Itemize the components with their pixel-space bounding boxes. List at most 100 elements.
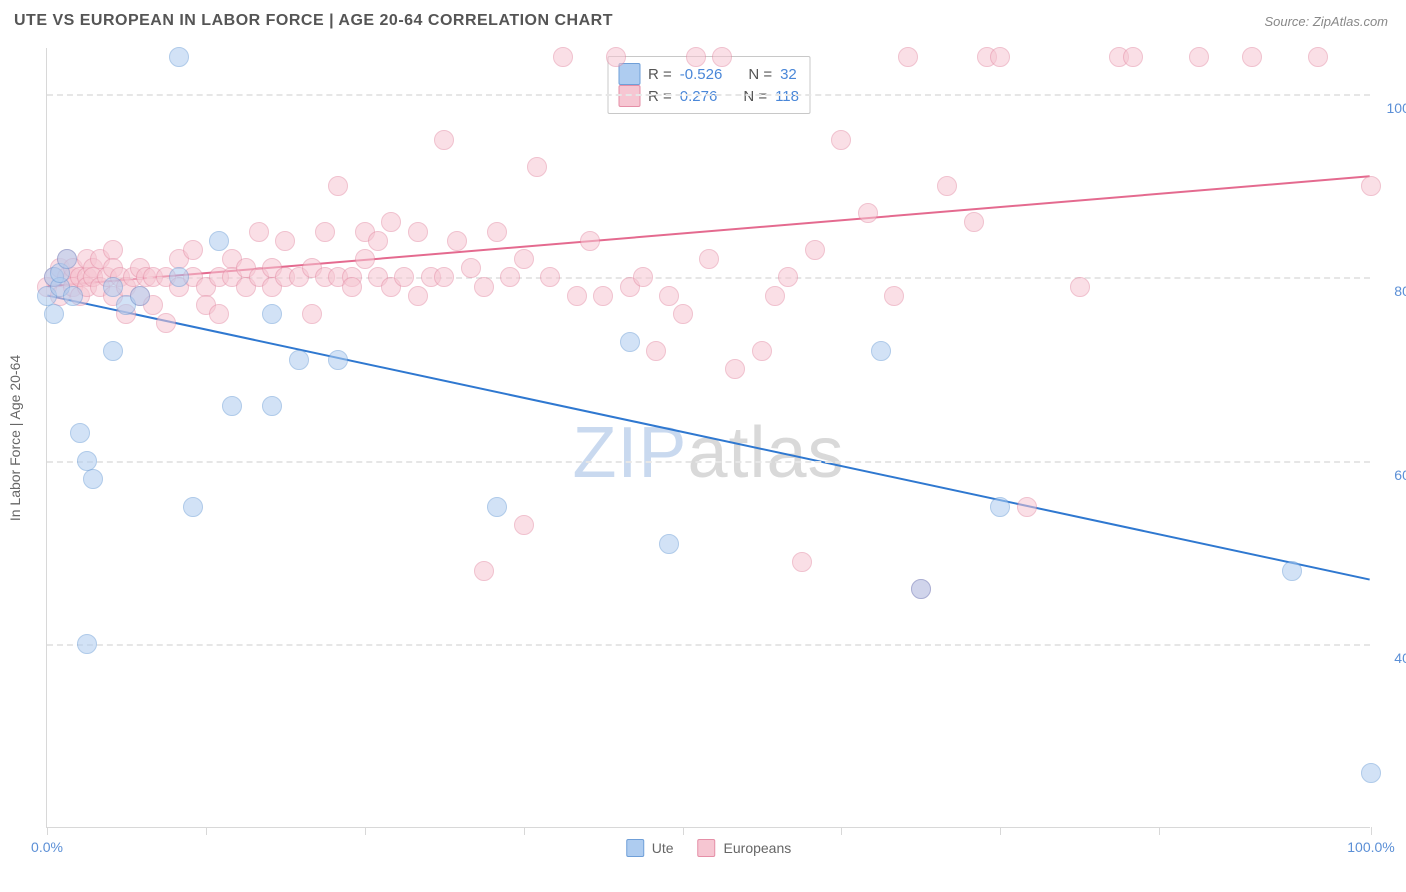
scatter-point (500, 267, 520, 287)
x-tick (1159, 827, 1160, 835)
scatter-point (57, 249, 77, 269)
scatter-point (77, 451, 97, 471)
scatter-point (63, 286, 83, 306)
scatter-point (567, 286, 587, 306)
scatter-point (553, 47, 573, 67)
x-tick (1000, 827, 1001, 835)
scatter-point (937, 176, 957, 196)
scatter-point (209, 231, 229, 251)
x-tick (1371, 827, 1372, 835)
watermark-zip: ZIP (572, 413, 687, 493)
scatter-point (964, 212, 984, 232)
y-tick-label: 40.0% (1394, 650, 1406, 666)
scatter-point (461, 258, 481, 278)
scatter-point (646, 341, 666, 361)
x-tick-label: 100.0% (1347, 839, 1394, 855)
legend-row: R =-0.526N =32 (618, 63, 799, 85)
scatter-point (408, 222, 428, 242)
scatter-point (1017, 497, 1037, 517)
scatter-point (778, 267, 798, 287)
scatter-point (858, 203, 878, 223)
gridline-h (47, 644, 1370, 646)
x-tick (47, 827, 48, 835)
scatter-point (447, 231, 467, 251)
scatter-point (990, 497, 1010, 517)
scatter-point (527, 157, 547, 177)
x-tick (365, 827, 366, 835)
scatter-point (1282, 561, 1302, 581)
x-tick (841, 827, 842, 835)
n-value: 118 (775, 88, 799, 105)
y-tick-label: 80.0% (1394, 283, 1406, 299)
scatter-point (222, 396, 242, 416)
scatter-point (103, 341, 123, 361)
scatter-point (209, 304, 229, 324)
r-value: 0.276 (680, 88, 718, 105)
series-legend: UteEuropeans (626, 839, 792, 857)
n-label: N = (743, 88, 767, 105)
scatter-point (1189, 47, 1209, 67)
scatter-point (169, 267, 189, 287)
scatter-point (1242, 47, 1262, 67)
scatter-point (381, 212, 401, 232)
y-axis-label: In Labor Force | Age 20-64 (7, 354, 23, 520)
scatter-point (752, 341, 772, 361)
scatter-point (620, 332, 640, 352)
scatter-point (368, 231, 388, 251)
chart-plot-area: In Labor Force | Age 20-64 ZIPatlas R =-… (46, 48, 1370, 828)
scatter-point (302, 304, 322, 324)
x-tick (206, 827, 207, 835)
scatter-point (474, 561, 494, 581)
scatter-point (659, 534, 679, 554)
scatter-point (805, 240, 825, 260)
scatter-point (342, 277, 362, 297)
scatter-point (169, 47, 189, 67)
x-tick (524, 827, 525, 835)
scatter-point (765, 286, 785, 306)
scatter-point (898, 47, 918, 67)
scatter-point (514, 515, 534, 535)
scatter-point (911, 579, 931, 599)
scatter-point (990, 47, 1010, 67)
x-tick-label: 0.0% (31, 839, 63, 855)
scatter-point (103, 240, 123, 260)
n-label: N = (748, 66, 772, 83)
y-tick-label: 60.0% (1394, 467, 1406, 483)
scatter-point (871, 341, 891, 361)
y-tick-label: 100.0% (1387, 100, 1406, 116)
legend-item: Ute (626, 839, 674, 857)
watermark-atlas: atlas (687, 413, 844, 493)
scatter-point (580, 231, 600, 251)
scatter-point (712, 47, 732, 67)
scatter-point (44, 304, 64, 324)
scatter-point (633, 267, 653, 287)
scatter-point (686, 47, 706, 67)
scatter-point (183, 497, 203, 517)
scatter-point (183, 240, 203, 260)
legend-swatch (618, 63, 640, 85)
r-label: R = (648, 88, 672, 105)
legend-swatch (618, 85, 640, 107)
trend-line (47, 295, 1369, 579)
legend-swatch (626, 839, 644, 857)
gridline-h (47, 94, 1370, 96)
scatter-point (540, 267, 560, 287)
scatter-point (487, 497, 507, 517)
scatter-point (699, 249, 719, 269)
scatter-point (315, 222, 335, 242)
x-tick (683, 827, 684, 835)
scatter-point (394, 267, 414, 287)
scatter-point (1070, 277, 1090, 297)
correlation-legend: R =-0.526N =32R =0.276N =118 (607, 56, 810, 114)
scatter-point (83, 469, 103, 489)
chart-title: UTE VS EUROPEAN IN LABOR FORCE | AGE 20-… (14, 12, 613, 30)
scatter-point (328, 176, 348, 196)
r-label: R = (648, 66, 672, 83)
legend-row: R = 0.276 N = 118 (618, 85, 799, 107)
scatter-point (514, 249, 534, 269)
gridline-h (47, 461, 1370, 463)
scatter-point (792, 552, 812, 572)
scatter-point (70, 423, 90, 443)
scatter-point (725, 359, 745, 379)
scatter-point (262, 304, 282, 324)
